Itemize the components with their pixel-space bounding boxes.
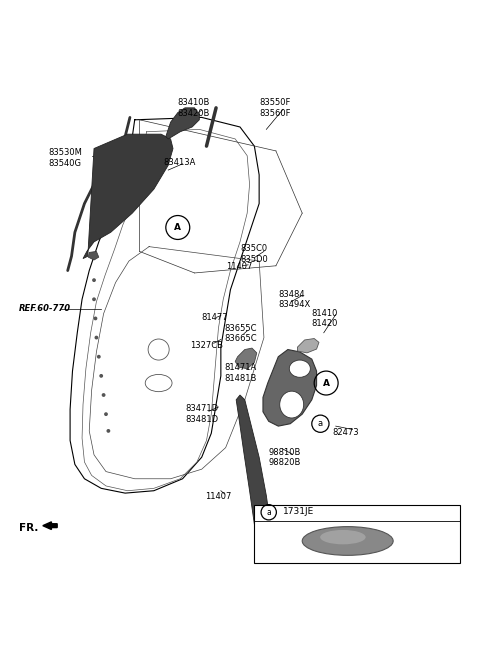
Circle shape — [97, 355, 101, 359]
Text: A: A — [174, 223, 181, 232]
Text: 1731JE: 1731JE — [283, 507, 314, 516]
Polygon shape — [235, 348, 257, 369]
Text: a: a — [318, 419, 323, 428]
Ellipse shape — [280, 391, 304, 418]
Ellipse shape — [302, 527, 393, 556]
Polygon shape — [83, 134, 173, 258]
Circle shape — [92, 278, 96, 282]
FancyBboxPatch shape — [254, 505, 460, 562]
Polygon shape — [166, 108, 199, 139]
Circle shape — [99, 374, 103, 378]
Polygon shape — [236, 395, 273, 562]
Text: 98810B
98820B: 98810B 98820B — [269, 447, 301, 467]
Text: a: a — [266, 508, 271, 517]
Text: 83530M
83540G: 83530M 83540G — [48, 148, 83, 168]
FancyArrow shape — [43, 522, 57, 529]
Polygon shape — [298, 338, 319, 353]
Text: A: A — [323, 379, 330, 388]
Text: 1327CB: 1327CB — [190, 340, 223, 350]
Text: 83655C
83665C: 83655C 83665C — [225, 324, 257, 344]
Text: 83550F
83560F: 83550F 83560F — [259, 98, 291, 117]
Text: 83484
83494X: 83484 83494X — [278, 289, 311, 309]
Text: FR.: FR. — [19, 523, 38, 533]
Polygon shape — [263, 350, 317, 426]
Circle shape — [94, 316, 97, 320]
Text: 81477: 81477 — [202, 313, 228, 322]
Circle shape — [102, 393, 106, 397]
Circle shape — [95, 336, 98, 340]
Text: 81410
81420: 81410 81420 — [312, 309, 338, 328]
Circle shape — [107, 429, 110, 433]
Text: 11407: 11407 — [226, 262, 252, 271]
Text: 83413A: 83413A — [163, 158, 196, 167]
Ellipse shape — [289, 360, 311, 377]
Text: 81471A
81481B: 81471A 81481B — [225, 363, 257, 382]
Polygon shape — [88, 251, 99, 260]
Circle shape — [92, 297, 96, 301]
Text: REF.60-770: REF.60-770 — [19, 304, 71, 314]
Text: 83471D
83481D: 83471D 83481D — [185, 405, 218, 424]
Text: 83410B
83420B: 83410B 83420B — [178, 98, 210, 117]
Circle shape — [104, 412, 108, 416]
Text: 11407: 11407 — [205, 492, 232, 501]
Polygon shape — [278, 354, 297, 370]
Text: 835C0
835D0: 835C0 835D0 — [240, 244, 268, 264]
Text: 82473: 82473 — [332, 428, 359, 437]
Ellipse shape — [320, 530, 366, 544]
